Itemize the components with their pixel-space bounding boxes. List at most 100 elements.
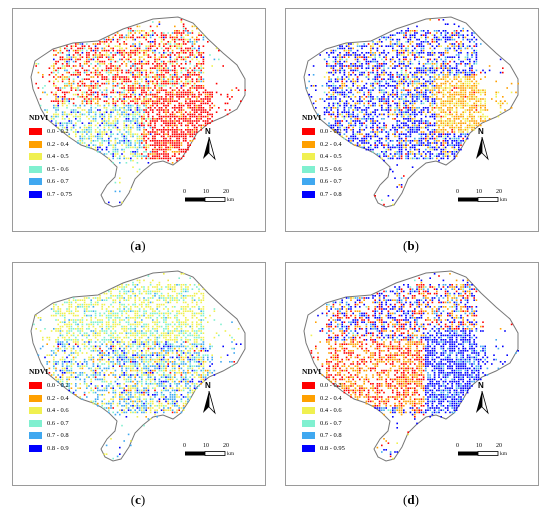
- legend-item: 0.2 - 0.4: [29, 394, 69, 403]
- map-frame: NDVI 0.0 - 0.2 0.2 - 0.4 0.4 - 0.6 0.6 - 0.7…: [12, 262, 266, 486]
- legend-label: 0.0 - 0.2: [320, 128, 342, 135]
- panel-caption: (b): [403, 238, 419, 253]
- legend-label: 0.6 - 0.7: [320, 419, 342, 427]
- north-arrow-icon: N: [474, 127, 490, 161]
- legend-label: 0.0 - 0.2: [47, 382, 69, 389]
- legend-swatch: [29, 407, 42, 414]
- north-arrow-icon: N: [201, 381, 217, 415]
- map-panel-a: NDVI 0.0 - 0.2 0.2 - 0.4 0.4 - 0.5 0.5 - 0.6…: [12, 8, 266, 260]
- legend-item: 0.4 - 0.6: [29, 406, 69, 415]
- ndvi-pixels: [33, 273, 242, 460]
- legend-swatch: [29, 394, 42, 402]
- scale-tick-label: 10: [203, 189, 209, 195]
- legend-swatch: [29, 419, 42, 427]
- scale-tick-label: 0: [456, 189, 459, 195]
- legend-swatch: [29, 165, 42, 173]
- panel-caption: (c): [130, 492, 146, 507]
- legend-item: 0.8 - 0.9: [29, 444, 69, 453]
- legend-label: 0.8 - 0.9: [47, 444, 69, 452]
- scale-unit-label: km: [500, 197, 508, 203]
- legend-item: 0.6 - 0.7: [302, 419, 342, 428]
- scale-tick-label: 10: [476, 189, 482, 195]
- legend-label: 0.4 - 0.6: [47, 407, 69, 414]
- scale-tick-label: 0: [456, 443, 459, 449]
- panel-caption: (a): [130, 238, 146, 253]
- legend-swatch: [302, 419, 315, 427]
- legend-swatch: [302, 153, 315, 160]
- north-label: N: [205, 127, 211, 136]
- legend-title: NDVI: [302, 367, 322, 376]
- legend-item: 0.0 - 0.2: [302, 381, 342, 390]
- legend-title: NDVI: [29, 113, 49, 122]
- ndvi-pixels: [35, 19, 246, 204]
- legend-item: 0.2 - 0.4: [29, 140, 69, 149]
- legend-item: 0.7 - 0.8: [302, 431, 342, 440]
- panel-caption-letter: c: [135, 492, 141, 507]
- legend-swatch: [302, 165, 315, 173]
- map-panel-b: NDVI 0.0 - 0.2 0.2 - 0.4 0.4 - 0.5 0.5 - 0.6…: [285, 8, 539, 260]
- legend-item: 0.4 - 0.5: [29, 152, 69, 161]
- ndvi-pixels: [306, 19, 519, 206]
- legend-swatch: [302, 140, 315, 148]
- legend-title: NDVI: [29, 367, 49, 376]
- scale-bar: 0 10 20 km: [456, 189, 528, 211]
- legend-swatch: [29, 432, 42, 439]
- ndvi-map: [303, 270, 519, 462]
- legend-label: 0.2 - 0.4: [47, 140, 69, 148]
- legend-item: 0.0 - 0.2: [29, 381, 69, 390]
- north-label: N: [478, 381, 484, 390]
- ndvi-map: [303, 16, 519, 208]
- legend-swatch: [302, 128, 315, 135]
- legend-item: 0.7 - 0.8: [29, 431, 69, 440]
- legend-swatch: [29, 444, 42, 452]
- legend-item: 0.0 - 0.2: [302, 127, 342, 136]
- legend-item: 0.0 - 0.2: [29, 127, 69, 136]
- legend-item: 0.4 - 0.5: [302, 152, 342, 161]
- legend-swatch: [29, 190, 42, 198]
- legend-label: 0.4 - 0.5: [320, 153, 342, 160]
- legend-item: 0.6 - 0.7: [29, 419, 69, 428]
- legend-label: 0.5 - 0.6: [47, 165, 69, 173]
- legend-item: 0.6 - 0.7: [302, 177, 342, 186]
- legend-label: 0.6 - 0.7: [320, 178, 342, 185]
- legend-swatch: [29, 128, 42, 135]
- legend-swatch: [29, 382, 42, 389]
- legend-label: 0.0 - 0.2: [320, 382, 342, 389]
- legend-item: 0.8 - 0.95: [302, 444, 345, 453]
- legend-swatch: [302, 444, 315, 452]
- legend-label: 0.0 - 0.2: [47, 128, 69, 135]
- legend-label: 0.2 - 0.4: [320, 394, 342, 402]
- legend-swatch: [29, 153, 42, 160]
- legend-label: 0.2 - 0.4: [47, 394, 69, 402]
- legend-label: 0.4 - 0.5: [47, 153, 69, 160]
- legend-swatch: [29, 178, 42, 185]
- scale-bar: 0 10 20 km: [183, 443, 255, 465]
- legend-item: 0.4 - 0.6: [302, 406, 342, 415]
- legend-item: 0.7 - 0.75: [29, 190, 72, 199]
- legend-swatch: [302, 178, 315, 185]
- legend-label: 0.4 - 0.6: [320, 407, 342, 414]
- scale-tick-label: 20: [496, 443, 502, 449]
- map-frame: NDVI 0.0 - 0.2 0.2 - 0.4 0.4 - 0.5 0.5 - 0.6…: [12, 8, 266, 232]
- scale-bar: 0 10 20 km: [183, 189, 255, 211]
- legend-item: 0.7 - 0.8: [302, 190, 342, 199]
- scale-unit-label: km: [500, 451, 508, 457]
- legend-label: 0.6 - 0.7: [47, 419, 69, 427]
- north-label: N: [205, 381, 211, 390]
- legend-swatch: [302, 407, 315, 414]
- legend-label: 0.2 - 0.4: [320, 140, 342, 148]
- scale-tick-label: 20: [223, 189, 229, 195]
- scale-tick-label: 10: [203, 443, 209, 449]
- panel-caption: (d): [403, 492, 419, 507]
- scale-tick-label: 10: [476, 443, 482, 449]
- legend-item: 0.5 - 0.6: [302, 165, 342, 174]
- map-panel-c: NDVI 0.0 - 0.2 0.2 - 0.4 0.4 - 0.6 0.6 - 0.7…: [12, 262, 266, 514]
- map-frame: NDVI 0.0 - 0.2 0.2 - 0.4 0.4 - 0.5 0.5 - 0.6…: [285, 8, 539, 232]
- legend-swatch: [29, 140, 42, 148]
- legend-swatch: [302, 382, 315, 389]
- legend-item: 0.6 - 0.7: [29, 177, 69, 186]
- scale-unit-label: km: [227, 197, 235, 203]
- scale-bar: 0 10 20 km: [456, 443, 528, 465]
- panel-caption-letter: a: [134, 238, 142, 253]
- legend-swatch: [302, 432, 315, 439]
